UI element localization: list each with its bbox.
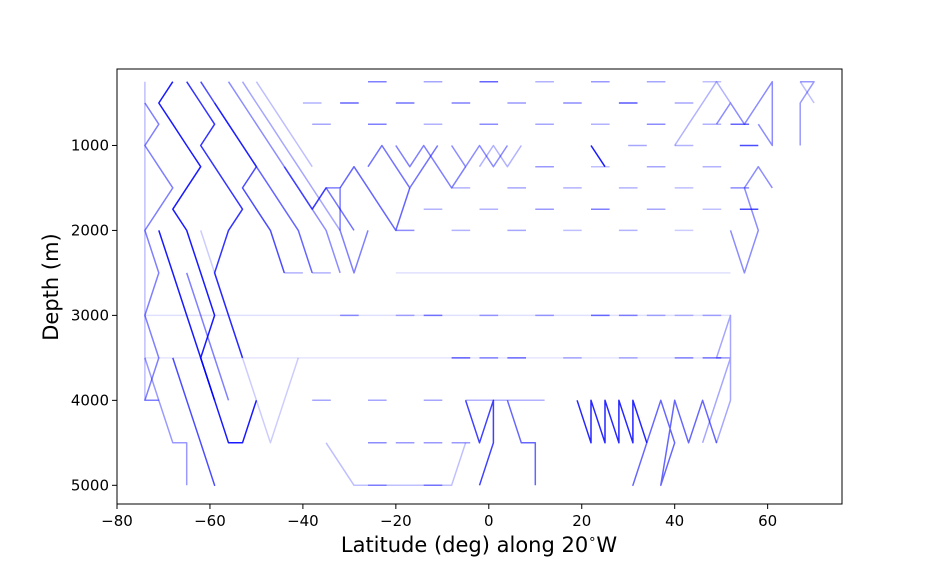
plot-background xyxy=(117,69,842,504)
profile-line xyxy=(506,400,537,486)
profile-line xyxy=(576,399,648,444)
profile-line xyxy=(395,144,467,189)
y-tick-label: 5000 xyxy=(71,476,109,494)
profile-line xyxy=(632,399,718,487)
x-tick-label: −40 xyxy=(287,512,319,530)
x-tick-label: 60 xyxy=(758,512,777,530)
profile-line xyxy=(213,102,313,274)
profile-line xyxy=(799,80,815,146)
y-tick-label: 2000 xyxy=(71,221,109,239)
profile-line xyxy=(464,399,495,486)
x-tick-label: −80 xyxy=(101,512,133,530)
profile-line xyxy=(367,144,439,189)
x-tick-label: 40 xyxy=(665,512,684,530)
profile-line xyxy=(478,144,522,168)
profile-line xyxy=(186,81,244,359)
profile-line xyxy=(590,145,606,168)
profile-line xyxy=(199,230,300,444)
profile-line xyxy=(701,314,732,444)
profile-line xyxy=(799,81,815,104)
profile-line xyxy=(450,144,509,168)
y-tick-label: 1000 xyxy=(71,136,109,154)
x-tick-label: 20 xyxy=(572,512,591,530)
profile-line xyxy=(158,81,216,401)
x-axis-label-suffix: W xyxy=(596,533,617,557)
profile-line xyxy=(311,187,369,274)
x-axis-label-main: Latitude (deg) along 20 xyxy=(341,533,588,557)
x-tick-label: 0 xyxy=(484,512,494,530)
y-tick-label: 4000 xyxy=(71,391,109,409)
y-tick-label: 3000 xyxy=(71,306,109,324)
profile-lines xyxy=(144,80,815,487)
y-axis-label: Depth (m) xyxy=(39,233,63,340)
plot-frame xyxy=(116,68,843,505)
profile-line xyxy=(339,165,411,232)
profile-line xyxy=(255,81,313,168)
degree-symbol: ∘ xyxy=(588,532,596,547)
x-axis-ticks: −80 −60 −40 −20 0 20 40 60 xyxy=(101,504,777,530)
profile-line xyxy=(158,230,258,444)
profile-line xyxy=(144,357,188,486)
profile-line xyxy=(715,80,774,147)
x-tick-label: −60 xyxy=(194,512,226,530)
profile-line xyxy=(172,357,216,487)
profile-line xyxy=(185,272,230,401)
y-axis-ticks: 1000 2000 3000 4000 5000 xyxy=(71,136,117,494)
profile-line xyxy=(325,442,467,487)
x-tick-label: −20 xyxy=(380,512,412,530)
profile-line xyxy=(729,165,773,274)
x-axis-label: Latitude (deg) along 20∘W xyxy=(341,532,617,557)
profile-line xyxy=(144,102,174,402)
profile-line xyxy=(241,81,341,231)
profile-line xyxy=(674,80,732,146)
